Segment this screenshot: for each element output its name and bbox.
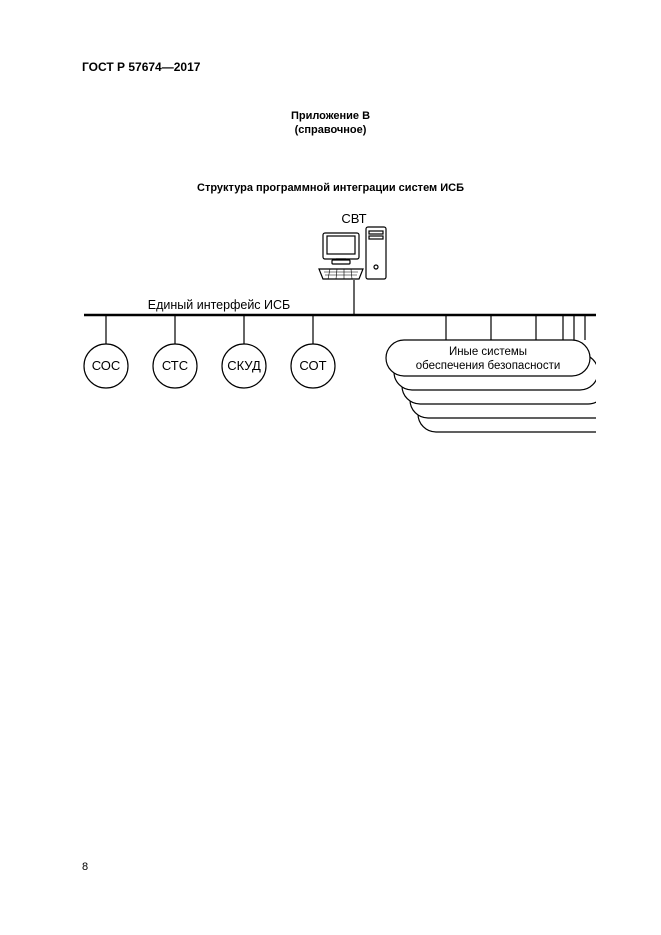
other-systems-line1: Иные системы [449, 346, 527, 358]
page-container: ГОСТ Р 57674—2017 Приложение В (справочн… [0, 0, 661, 935]
document-header: ГОСТ Р 57674—2017 [82, 60, 200, 74]
appendix-type-label: (справочное) [0, 124, 661, 136]
diagram-title: Структура программной интеграции систем … [0, 182, 661, 194]
node-skud-label: СКУД [227, 358, 261, 373]
cbt-label: СВТ [341, 211, 366, 226]
other-systems-line2: обеспечения безопасности [416, 360, 561, 372]
page-number: 8 [82, 861, 88, 873]
appendix-label: Приложение В [0, 110, 661, 122]
node-sos: СОС [84, 344, 128, 388]
node-sot: СОТ [291, 344, 335, 388]
node-sts: СТС [153, 344, 197, 388]
node-skud: СКУД [222, 344, 266, 388]
node-sts-label: СТС [162, 358, 188, 373]
bus-label: Единый интерфейс ИСБ [148, 298, 291, 312]
computer-icon [319, 227, 386, 279]
integration-diagram: СВТ Единый интерфейс ИСБ [76, 205, 596, 435]
node-sot-label: СОТ [299, 358, 326, 373]
node-sos-label: СОС [92, 358, 121, 373]
